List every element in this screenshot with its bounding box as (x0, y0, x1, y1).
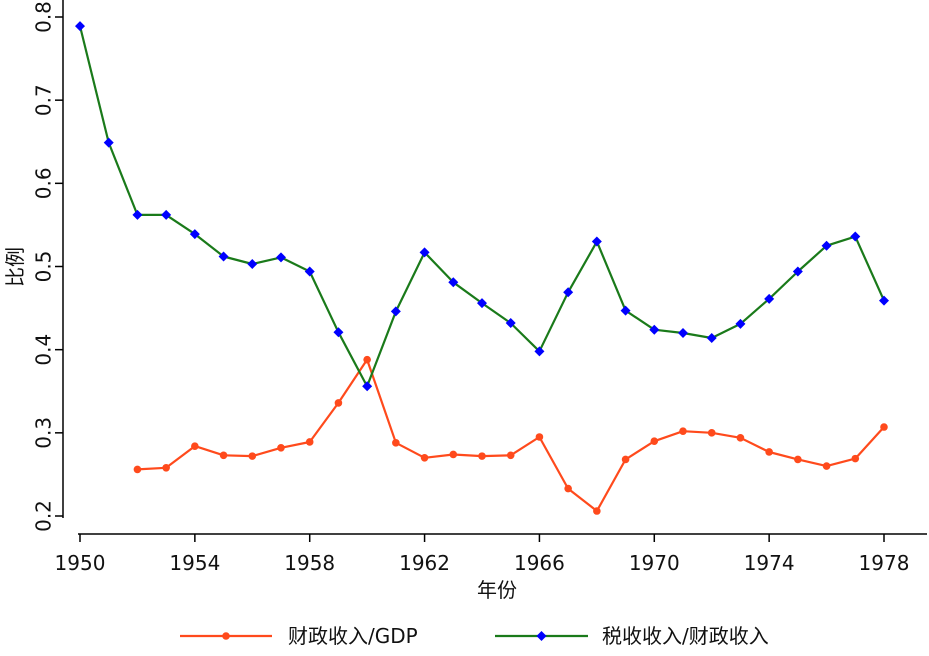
legend-label: 税收收入/财政收入 (602, 624, 769, 648)
data-point (419, 247, 430, 258)
data-point (277, 444, 285, 452)
data-point (764, 293, 775, 304)
data-point (707, 429, 716, 437)
data-point (794, 455, 802, 464)
data-point (879, 295, 889, 306)
data-point (736, 434, 745, 442)
data-point (363, 355, 371, 364)
data-point (821, 240, 832, 251)
data-point (678, 328, 688, 339)
x-tick-label: 1974 (744, 551, 795, 575)
y-tick-label: 0.2 (32, 500, 56, 532)
data-point (850, 231, 861, 242)
data-point (621, 455, 630, 464)
data-point (390, 306, 401, 317)
data-point (132, 209, 143, 220)
series-line (78, 25, 886, 388)
x-tick-label: 1954 (169, 551, 220, 575)
data-point (735, 318, 746, 329)
legend-label: 财政收入/GDP (288, 624, 418, 648)
x-tick-label: 1958 (284, 551, 335, 575)
axes: 0.2 0.3 0.4 0.5 0.6 0.7 0.8 1950 1954 1958 1962 196… (32, 0, 927, 575)
data-point (392, 439, 400, 447)
x-tick-label: 1950 (55, 551, 106, 575)
data-point (189, 229, 200, 240)
data-point (679, 427, 687, 435)
y-tick-label: 0.3 (32, 417, 56, 449)
data-point (851, 454, 860, 463)
series-2 (75, 21, 889, 392)
x-axis-title: 年份 (477, 578, 517, 602)
y-tick-label: 0.7 (32, 84, 56, 116)
data-point (218, 251, 229, 262)
data-point (478, 452, 486, 460)
data-point (505, 318, 516, 329)
data-point (219, 451, 228, 460)
data-point (247, 259, 258, 270)
data-point (420, 453, 429, 462)
data-point (333, 327, 344, 338)
y-tick-label: 0.6 (32, 167, 56, 199)
data-point (305, 438, 314, 446)
data-point (535, 433, 544, 441)
data-point (880, 423, 888, 431)
data-point (506, 451, 515, 460)
data-point (133, 465, 142, 474)
x-tick-label: 1970 (629, 551, 680, 575)
data-point (75, 21, 85, 32)
data-point (534, 346, 545, 357)
series-layer (75, 21, 889, 515)
legend-marker (222, 632, 230, 640)
data-point (161, 209, 172, 220)
data-point (563, 287, 574, 298)
data-point (477, 298, 487, 309)
data-point (620, 305, 631, 316)
y-tick-label: 0.5 (32, 251, 56, 283)
legend: 财政收入/GDP 税收收入/财政收入 (180, 624, 769, 648)
data-point (449, 450, 458, 459)
data-point (362, 381, 373, 392)
legend-entry-2: 税收收入/财政收入 (495, 624, 769, 648)
x-tick-label: 1962 (399, 551, 450, 575)
data-point (276, 252, 286, 263)
legend-entry-1: 财政收入/GDP (180, 624, 418, 648)
data-point (650, 437, 659, 445)
data-point (765, 448, 773, 456)
data-point (191, 442, 199, 450)
data-point (593, 507, 601, 515)
data-point (334, 399, 343, 407)
data-point (649, 324, 660, 335)
data-point (564, 484, 572, 493)
data-point (304, 266, 315, 277)
data-point (706, 333, 717, 344)
y-tick-label: 0.4 (32, 334, 56, 366)
x-tick-label: 1966 (514, 551, 565, 575)
data-point (103, 137, 114, 148)
series-1 (133, 355, 888, 515)
data-point (248, 452, 257, 460)
legend-marker (536, 631, 547, 641)
y-axis-title: 比例 (3, 247, 27, 287)
data-point (792, 266, 803, 277)
data-point (162, 463, 170, 472)
data-point (591, 236, 602, 247)
data-point (822, 462, 831, 470)
y-tick-label: 0.8 (32, 1, 56, 33)
data-point (448, 277, 459, 288)
series-line (137, 358, 885, 513)
x-tick-label: 1978 (859, 551, 910, 575)
